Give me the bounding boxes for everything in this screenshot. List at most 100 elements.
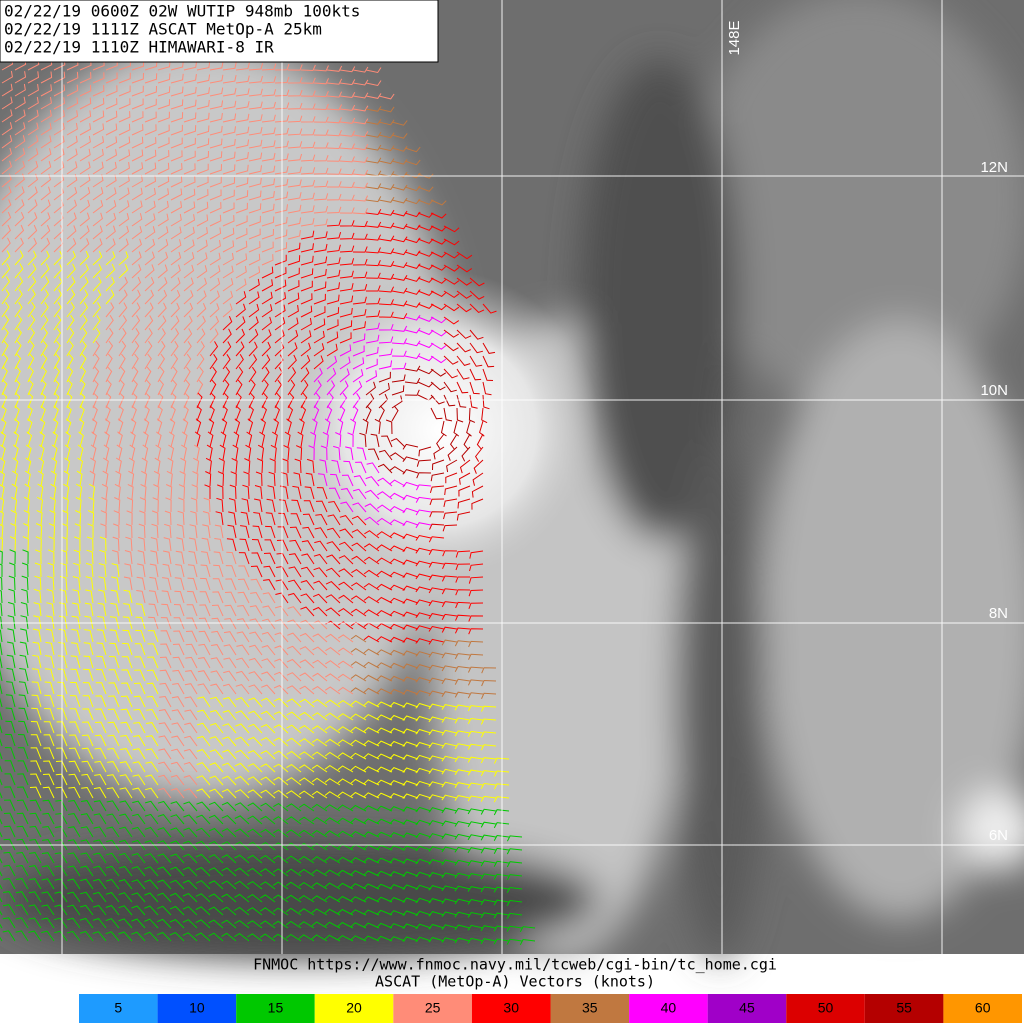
wind-barb <box>376 805 393 812</box>
wind-barb <box>467 808 484 815</box>
wind-barb <box>376 714 393 721</box>
wind-barb <box>288 553 302 565</box>
wind-barb <box>235 62 250 71</box>
wind-barb <box>402 520 419 527</box>
wind-barb <box>300 305 313 318</box>
wind-barb <box>260 724 276 734</box>
wind-barb <box>157 328 166 344</box>
wind-barb <box>248 253 261 266</box>
lat-label: 12N <box>980 159 1008 176</box>
wind-barb <box>100 510 107 526</box>
wind-barb <box>42 825 55 838</box>
wind-barb <box>376 922 393 929</box>
wind-barb <box>415 923 432 930</box>
wind-barb <box>225 578 237 591</box>
wind-barb <box>119 826 133 838</box>
wind-barb <box>182 879 198 890</box>
wind-barb <box>170 879 185 890</box>
wind-barb <box>274 89 290 97</box>
wind-barb <box>14 405 20 422</box>
wind-barb <box>300 90 316 97</box>
wind-barb <box>85 576 94 591</box>
wind-barb <box>350 896 367 903</box>
wind-barb <box>285 829 302 838</box>
wind-barb <box>313 567 328 578</box>
wind-barb <box>217 471 225 487</box>
wind-barb <box>102 470 109 487</box>
wind-barb <box>298 934 315 942</box>
wind-barb <box>14 392 21 409</box>
wind-barb <box>261 191 275 201</box>
wind-barb <box>260 710 276 721</box>
wind-barb <box>339 207 355 214</box>
wind-barb <box>402 507 419 514</box>
wind-barb <box>275 592 289 604</box>
wind-barb <box>144 826 159 838</box>
wind-barb <box>84 629 94 643</box>
wind-barb <box>187 577 198 591</box>
wind-barb <box>443 381 457 393</box>
wind-barb <box>415 715 432 722</box>
wind-barb <box>454 627 471 634</box>
wind-barb <box>376 610 393 617</box>
wind-barb <box>53 366 60 383</box>
wind-barb <box>430 381 446 391</box>
wind-barb <box>287 89 303 97</box>
wind-barb <box>118 918 133 929</box>
wind-barb <box>376 909 393 916</box>
wind-barb <box>339 541 354 552</box>
wind-barb <box>238 565 250 578</box>
wind-barb <box>118 162 130 175</box>
wind-barb <box>339 143 356 150</box>
wind-barb <box>365 358 378 370</box>
wind-barb <box>274 153 289 162</box>
wind-barb <box>204 484 211 499</box>
wind-barb <box>248 75 263 84</box>
wind-barb <box>339 156 355 163</box>
wind-barb <box>114 483 121 500</box>
wind-barb <box>237 604 250 617</box>
wind-barb <box>196 315 206 331</box>
wind-barb <box>248 316 259 331</box>
wind-barb <box>222 354 231 370</box>
wind-barb <box>40 353 48 370</box>
wind-barb <box>131 175 143 188</box>
wind-barb <box>105 931 120 942</box>
wind-barb <box>76 483 83 500</box>
wind-barb <box>6 681 16 695</box>
wind-barb <box>57 655 68 669</box>
wind-barb <box>260 854 276 864</box>
wind-barb <box>144 379 151 396</box>
wind-barb <box>291 499 302 513</box>
wind-barb <box>441 846 458 853</box>
wind-barb <box>285 881 302 890</box>
wind-barb <box>363 766 380 773</box>
wind-barb <box>209 315 220 331</box>
wind-barb <box>196 405 202 422</box>
wind-barb <box>79 379 86 396</box>
wind-barb <box>18 694 29 708</box>
wind-barb <box>196 227 208 240</box>
wind-barb <box>248 341 258 357</box>
wind-barb <box>1 147 13 162</box>
wind-barb <box>236 644 250 656</box>
wind-barb <box>27 405 33 422</box>
wind-barb <box>474 446 484 462</box>
wind-barb <box>133 695 146 708</box>
wind-barb <box>493 834 510 842</box>
wind-barb <box>211 644 224 656</box>
wind-barb <box>221 418 228 435</box>
wind-barb <box>363 661 380 669</box>
wind-barb <box>131 302 141 318</box>
wind-barb <box>105 918 120 929</box>
wind-barb <box>170 340 179 357</box>
wind-barb <box>480 782 497 789</box>
wind-barb <box>324 764 341 773</box>
wind-barb <box>105 85 118 97</box>
wind-barb <box>235 101 250 110</box>
wind-barb <box>274 267 287 279</box>
wind-barb <box>141 470 148 487</box>
wind-barb <box>480 925 497 932</box>
wind-barb <box>352 118 369 125</box>
